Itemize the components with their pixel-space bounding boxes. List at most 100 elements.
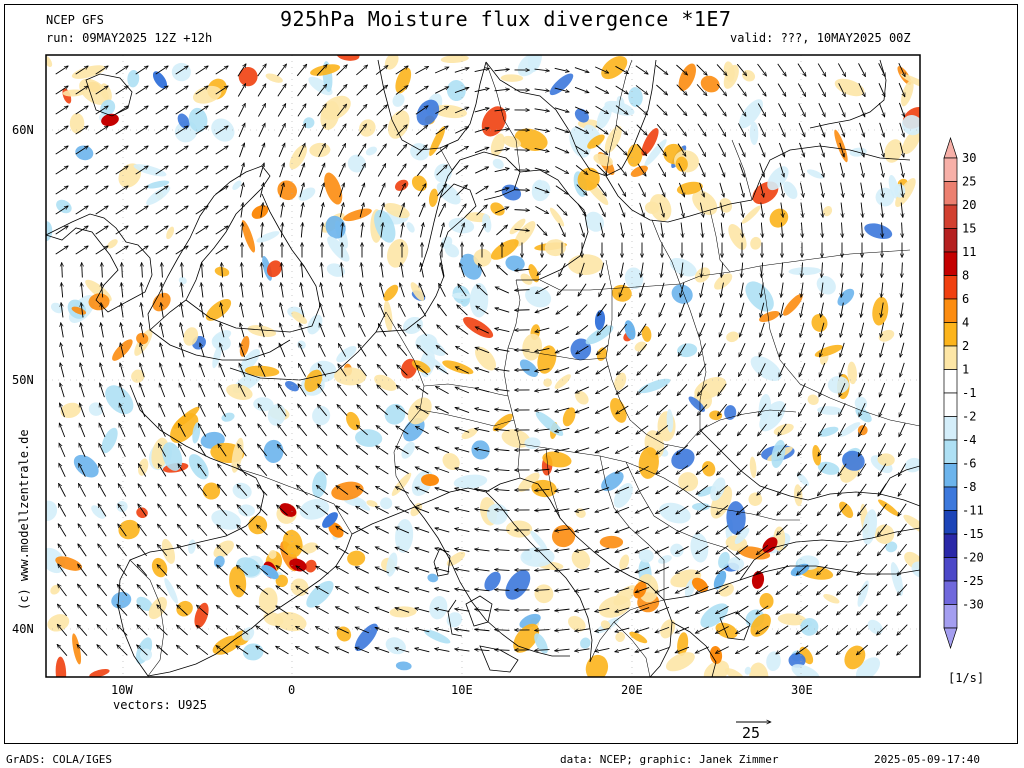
divergence-cell <box>473 248 492 267</box>
divergence-cell <box>544 239 567 257</box>
divergence-cell <box>301 542 318 554</box>
wind-arrow <box>175 206 189 215</box>
colorbar-swatch <box>943 510 958 535</box>
wind-arrow <box>455 126 469 134</box>
divergence-cell <box>568 615 586 632</box>
wind-arrow <box>415 106 428 115</box>
wind-arrow <box>454 87 469 93</box>
wind-arrow <box>778 122 786 137</box>
wind-arrow <box>635 85 648 94</box>
wind-arrow <box>115 226 129 235</box>
wind-arrow <box>898 102 904 117</box>
divergence-cell <box>855 407 872 423</box>
wind-arrow <box>635 65 648 74</box>
colorbar-label: 1 <box>962 363 969 377</box>
wind-arrow <box>838 83 846 96</box>
divergence-cell <box>613 482 633 508</box>
wind-arrow <box>637 163 646 177</box>
wind-arrow <box>676 84 688 96</box>
divergence-cell <box>807 394 819 405</box>
divergence-cell <box>665 652 695 672</box>
divergence-cell <box>678 63 697 92</box>
divergence-cell <box>822 206 833 217</box>
wind-arrow <box>617 183 626 197</box>
divergence-cell <box>520 273 533 285</box>
divergence-cell <box>783 181 798 200</box>
divergence-cell <box>723 64 739 89</box>
wind-arrow <box>801 202 803 218</box>
wind-arrow <box>494 89 510 91</box>
divergence-cell <box>232 180 242 190</box>
wind-arrow <box>75 186 89 195</box>
divergence-cell <box>275 574 288 588</box>
divergence-cell <box>73 454 99 478</box>
colorbar-label: 4 <box>962 316 969 330</box>
divergence-cell <box>383 284 399 301</box>
wind-arrow <box>377 144 387 157</box>
divergence-cell <box>767 166 789 191</box>
wind-arrow <box>798 122 806 137</box>
divergence-cell <box>749 456 757 479</box>
wind-arrow <box>135 166 149 175</box>
wind-arrow <box>418 203 425 218</box>
divergence-cell <box>522 333 543 361</box>
divergence-cell <box>678 472 699 492</box>
wind-arrow <box>535 205 548 215</box>
wind-arrow <box>316 64 327 76</box>
wind-arrow <box>95 126 109 135</box>
wind-arrow <box>317 124 326 137</box>
divergence-cell <box>71 65 106 79</box>
wind-arrow <box>838 102 846 117</box>
divergence-cell <box>806 169 824 179</box>
divergence-cell <box>401 441 415 459</box>
wind-arrow <box>900 182 903 198</box>
wind-arrow <box>679 202 684 218</box>
wind-arrow <box>195 86 209 95</box>
wind-arrow <box>818 83 826 96</box>
colorbar-top-triangle <box>943 136 958 159</box>
wind-arrow <box>736 63 746 76</box>
colorbar-swatch <box>943 486 958 511</box>
wind-arrow <box>900 162 903 178</box>
wind-arrow <box>858 63 866 76</box>
divergence-cell <box>205 298 232 321</box>
wind-arrow <box>657 163 667 176</box>
wind-arrow <box>55 146 69 155</box>
wind-arrow <box>779 182 783 198</box>
wind-arrow <box>155 226 169 235</box>
divergence-cell <box>812 444 822 466</box>
divergence-cell <box>247 325 277 337</box>
wind-arrow <box>554 107 569 112</box>
wind-vectors <box>55 63 908 656</box>
divergence-cell <box>867 619 883 635</box>
divergence-cell <box>534 633 548 654</box>
divergence-cell <box>127 69 140 88</box>
divergence-cell <box>738 99 763 129</box>
wind-arrow <box>356 85 368 96</box>
wind-arrow <box>375 65 388 75</box>
wind-arrow <box>239 163 244 178</box>
wind-arrow <box>239 143 244 158</box>
wind-arrow <box>75 66 89 75</box>
wind-arrow <box>475 166 489 174</box>
wind-arrow <box>237 83 247 97</box>
wind-arrow <box>435 105 448 115</box>
wind-arrow <box>554 146 569 154</box>
wind-arrow <box>636 104 647 115</box>
lon-tick-10e: 10E <box>451 683 473 697</box>
convergence-core <box>790 563 810 577</box>
divergence-cell <box>238 66 258 87</box>
wind-arrow <box>760 202 763 218</box>
wind-arrow <box>397 164 406 177</box>
divergence-cell <box>750 355 782 382</box>
wind-arrow <box>175 126 189 135</box>
divergence-cell <box>177 113 190 129</box>
wind-arrow <box>655 65 668 74</box>
wind-arrow <box>195 106 209 115</box>
divergence-cell <box>424 629 451 644</box>
wind-arrow <box>474 88 490 93</box>
wind-arrow <box>435 86 448 94</box>
wind-arrow <box>656 104 668 116</box>
divergence-cell <box>759 593 774 610</box>
wind-arrow <box>115 66 129 75</box>
